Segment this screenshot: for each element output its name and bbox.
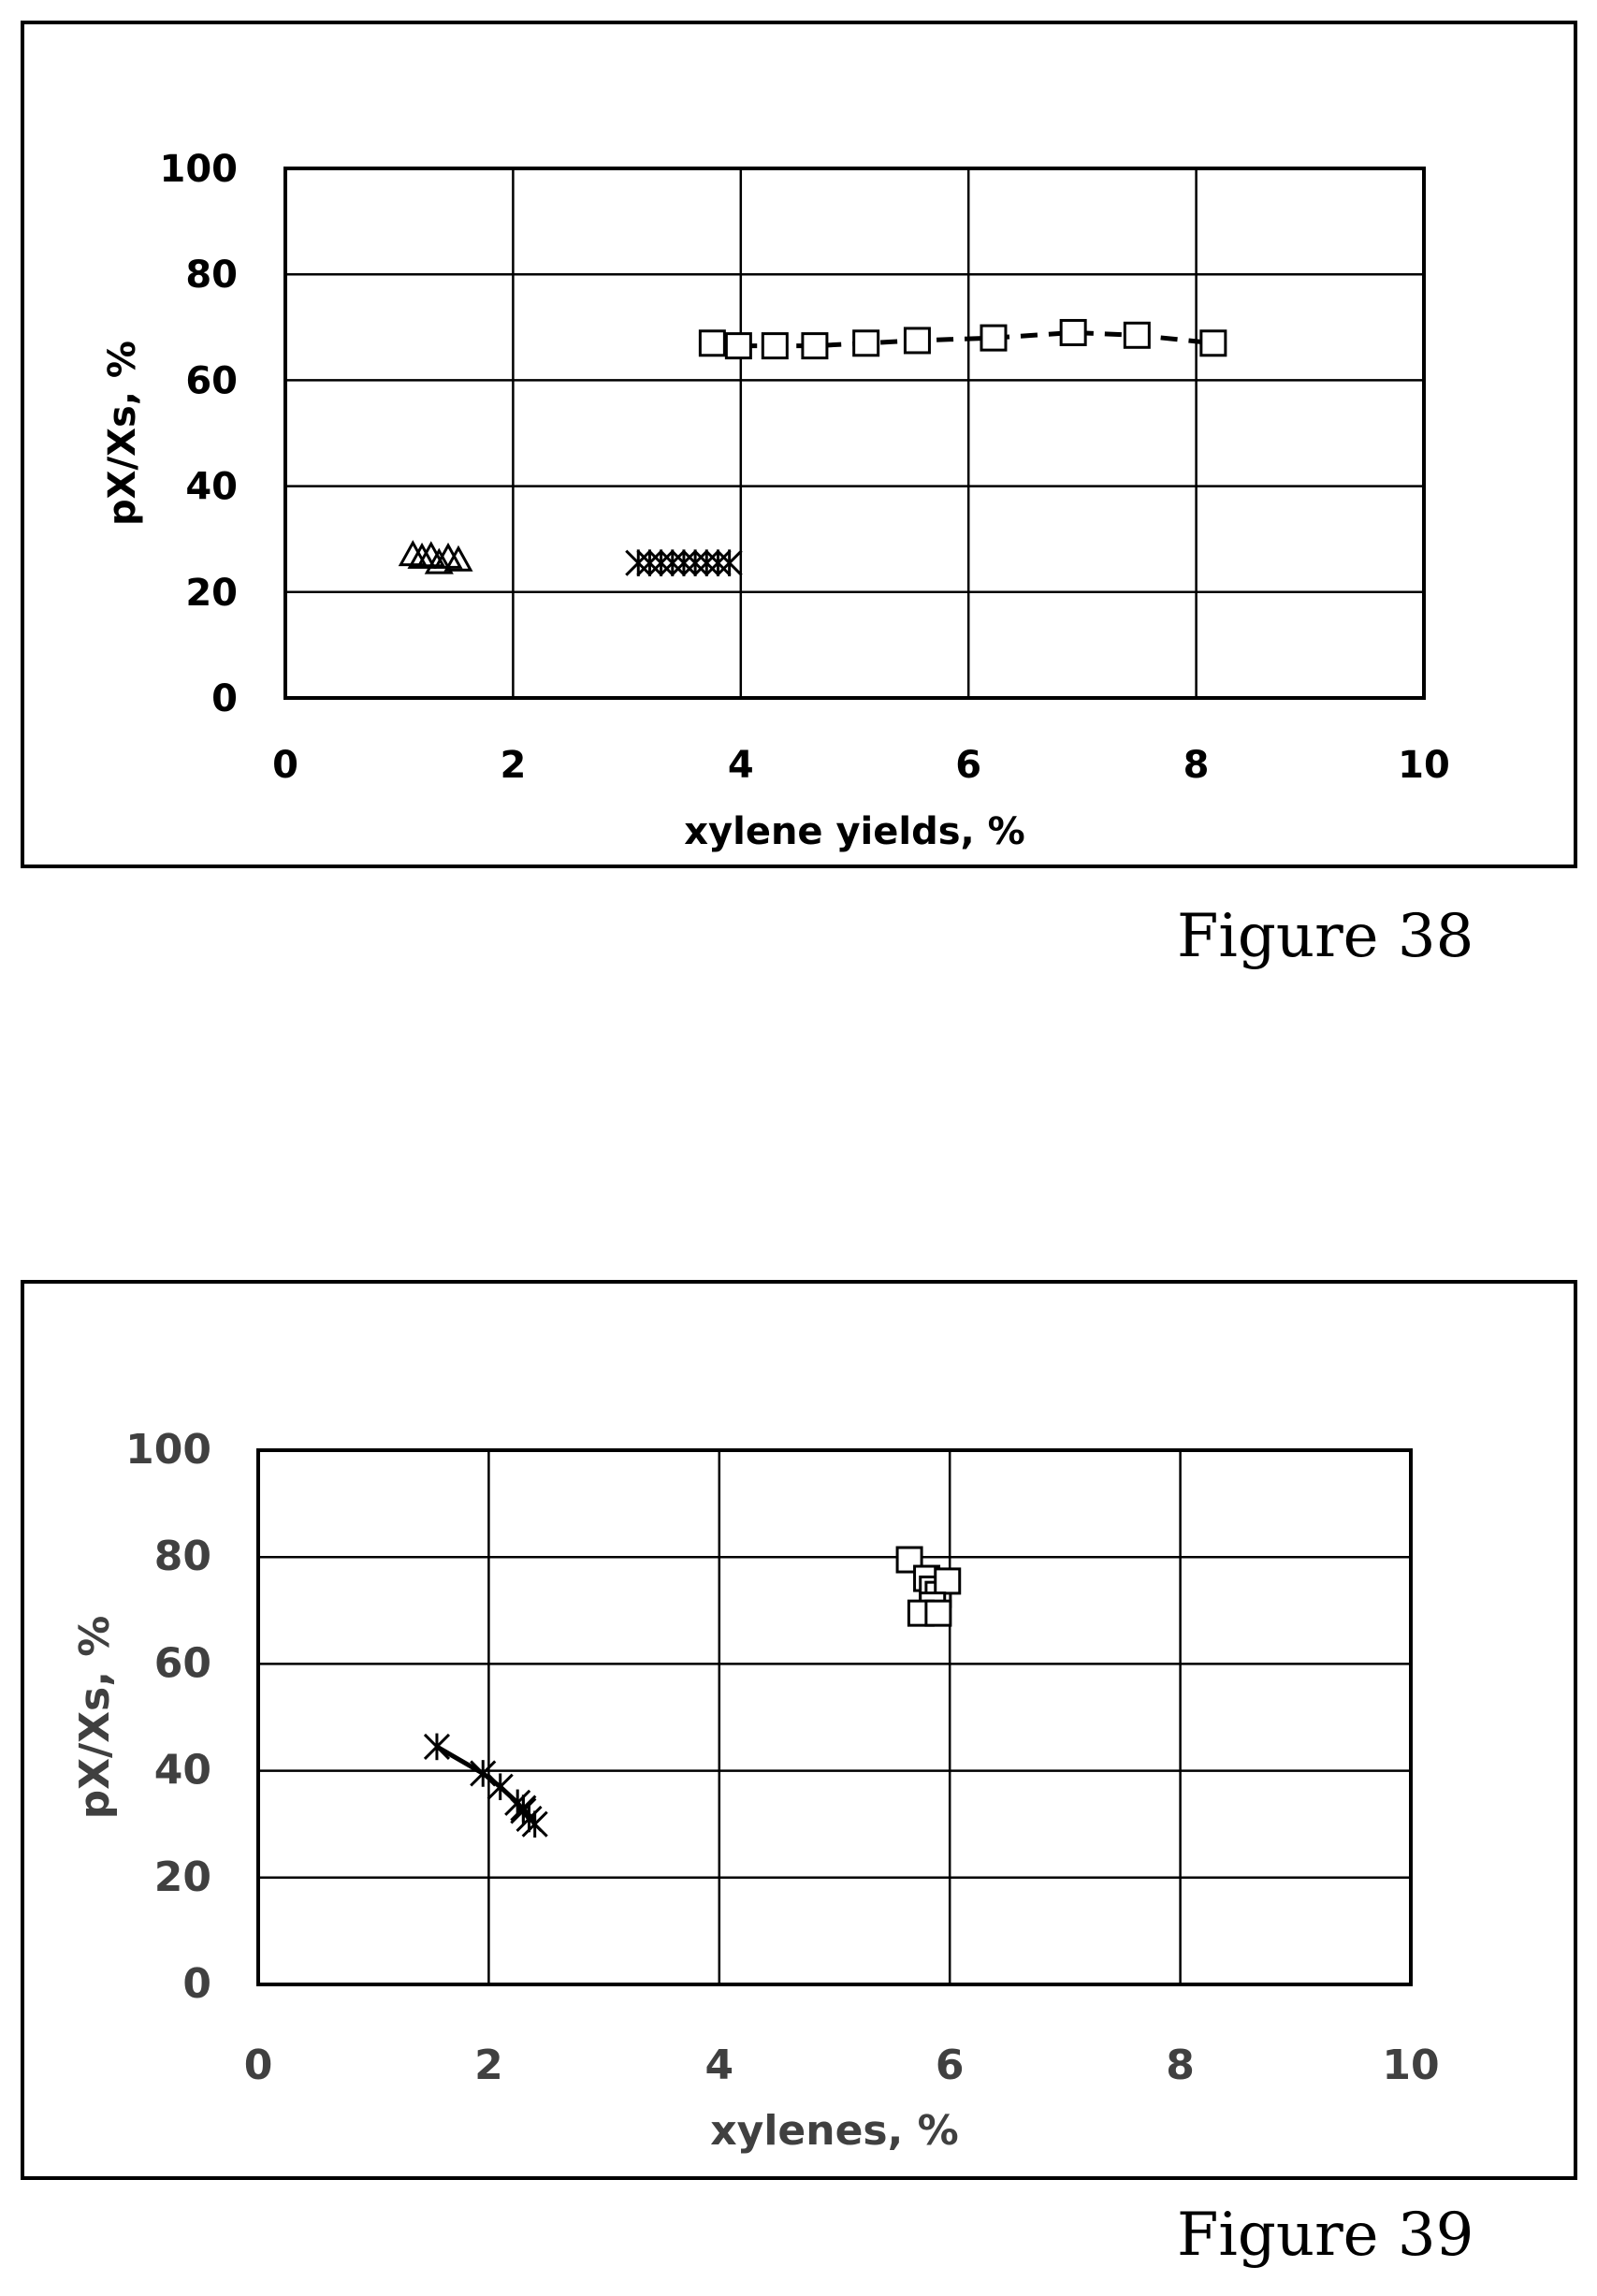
series-line	[712, 329, 1214, 349]
data-point-triangle	[407, 542, 437, 569]
data-point-star	[423, 1733, 451, 1761]
data-point-square	[924, 1599, 952, 1627]
fig39-plot-area	[256, 1448, 1413, 1986]
data-point-star	[625, 549, 652, 576]
data-point-star	[704, 549, 732, 576]
x-tick-label: 10	[1382, 2042, 1439, 2089]
data-point-square	[1059, 318, 1087, 346]
y-tick-label: 100	[125, 1426, 211, 1474]
fig39-gridlines	[256, 1448, 1413, 1986]
y-tick-label: 80	[185, 254, 238, 297]
figure-39-caption: Figure 39	[1177, 2201, 1474, 2270]
data-point-square	[980, 324, 1008, 352]
x-tick-label: 2	[474, 2042, 503, 2089]
fig38-plot-area	[283, 167, 1426, 700]
figure-38-caption: Figure 38	[1177, 902, 1474, 971]
fig39-series-square	[895, 1546, 962, 1627]
data-point-star	[682, 549, 709, 576]
y-tick-label: 40	[154, 1747, 211, 1795]
data-point-star	[486, 1773, 514, 1801]
data-point-star	[636, 549, 663, 576]
data-point-star	[521, 1810, 548, 1838]
x-tick-label: 2	[500, 744, 526, 787]
x-tick-label: 4	[704, 2042, 733, 2089]
data-point-star	[693, 549, 720, 576]
y-tick-label: 40	[185, 466, 238, 509]
chart-panel-figure-38: 0 20 40 60 80 100 0 2 4 6 8 10 xylene yields, % pX/Xs…	[21, 21, 1577, 868]
fig38-gridlines	[283, 167, 1426, 700]
y-tick-label: 60	[185, 359, 238, 402]
fig38-series-square	[698, 318, 1227, 360]
data-point-triangle	[424, 547, 454, 574]
x-tick-label: 6	[955, 744, 981, 787]
chart-panel-figure-39: 0 20 40 60 80 100 0 2 4 6 8 10 xylenes, % pX/Xs, %	[21, 1280, 1577, 2180]
fig39-series-star	[423, 1733, 548, 1838]
x-tick-label: 0	[272, 744, 298, 787]
data-point-triangle	[443, 545, 473, 572]
data-point-square	[801, 332, 829, 360]
x-tick-label: 4	[728, 744, 754, 787]
data-point-square	[1123, 321, 1151, 349]
data-point-star	[510, 1795, 537, 1822]
data-point-star	[670, 549, 698, 576]
x-tick-label: 0	[244, 2042, 273, 2089]
fig38-series-triangle	[398, 540, 473, 574]
x-tick-label: 8	[1166, 2042, 1195, 2089]
y-tick-label: 60	[154, 1639, 211, 1687]
y-tick-label: 100	[160, 148, 239, 191]
x-tick-label: 6	[936, 2042, 965, 2089]
data-point-star	[647, 549, 675, 576]
y-axis-label: pX/Xs, %	[101, 341, 144, 526]
data-point-square	[934, 1567, 962, 1595]
x-tick-label: 10	[1398, 744, 1450, 787]
x-tick-label: 8	[1183, 744, 1210, 787]
data-point-star	[659, 549, 686, 576]
data-point-star	[470, 1760, 497, 1787]
y-tick-label: 0	[182, 1960, 211, 2008]
data-point-square	[698, 329, 726, 357]
y-tick-label: 0	[211, 677, 238, 720]
y-tick-label: 80	[154, 1533, 211, 1580]
fig38-series-star	[625, 549, 743, 576]
x-axis-label: xylene yields, %	[684, 810, 1025, 853]
y-tick-label: 20	[154, 1853, 211, 1901]
x-axis-label: xylenes, %	[710, 2107, 958, 2155]
chart-figure-38: 0 20 40 60 80 100 0 2 4 6 8 10 xylene yields, % pX/Xs…	[101, 148, 1450, 853]
y-axis-label: pX/Xs, %	[71, 1616, 119, 1820]
y-tick-label: 20	[185, 572, 238, 615]
chart-figure-39: 0 20 40 60 80 100 0 2 4 6 8 10 xylenes, % pX/Xs, %	[71, 1426, 1440, 2155]
data-point-square	[903, 327, 931, 355]
data-point-square	[852, 329, 880, 357]
data-point-square	[724, 332, 752, 360]
data-point-star	[716, 549, 743, 576]
data-point-square	[1199, 329, 1227, 357]
data-point-square	[761, 332, 789, 360]
